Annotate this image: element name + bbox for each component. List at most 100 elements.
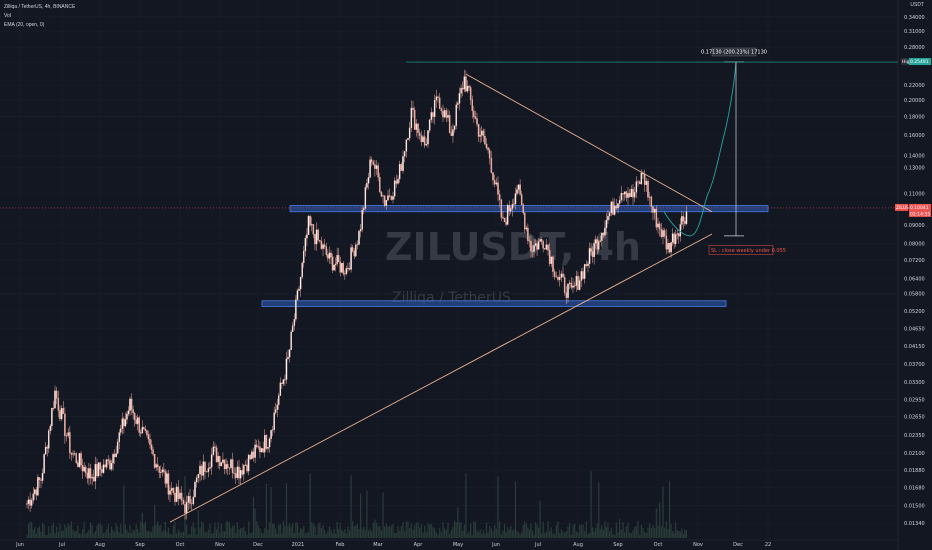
volume-bar [59,523,61,538]
projection-curve [663,61,737,237]
volume-bar [629,532,631,538]
currency-label[interactable]: USDT [910,2,924,8]
volume-bar [678,530,680,538]
volume-bar [43,524,45,538]
volume-bar [432,527,434,538]
candle-body [104,464,106,468]
legend-volume[interactable]: Vol [4,13,11,19]
y-tick-label: 0.03300 [904,380,925,386]
legend-symbol[interactable]: Zilliqa / TetherUS, 4h, BINANCE [4,4,76,10]
volume-bar [550,527,552,538]
candle-body [322,244,324,249]
candle-body [73,453,76,455]
volume-bar [98,523,100,538]
candle-body [102,464,105,473]
volume-bar [149,531,151,538]
volume-bar [499,521,501,538]
candle-body [685,211,688,224]
volume-bar [40,531,42,538]
candle-body [448,115,451,133]
candle-body [362,208,365,211]
candle-body [525,227,528,230]
volume-bar [157,521,159,538]
candle-body [333,264,335,271]
volume-bar [201,521,203,538]
volume-bar [503,523,506,538]
candle-body [251,451,253,460]
candle-body [517,184,520,190]
candle-body [684,220,686,224]
candle-body [607,215,609,221]
candle-body [548,249,551,264]
candle-body [301,262,303,278]
y-tick-label: 0.01340 [904,521,925,527]
volume-bar [96,525,98,538]
candle-body [528,240,531,242]
candle-body [442,110,444,118]
candle-body [650,196,653,207]
volume-bar [129,525,131,538]
candle-body [190,503,193,505]
volume-bar [207,530,209,538]
volume-bar [45,534,47,538]
candle-body [667,243,669,250]
y-tick-label: 0.13000 [904,165,925,171]
volume-bar [474,522,477,538]
volume-bar [466,533,469,538]
volume-bar [265,484,267,538]
candle-body [390,196,393,200]
volume-bar [93,533,95,538]
volume-bar [468,531,470,538]
candle-body [52,407,55,409]
volume-bar [635,526,637,538]
candle-body [567,283,569,298]
candle-body [393,180,396,197]
volume-bar [233,524,235,538]
candle-body [527,227,529,241]
candle-body [412,107,414,111]
volume-bar [384,526,386,538]
volume-bar [655,508,657,538]
price-tag-value-bg [909,203,931,217]
candle-body [195,477,198,483]
candle-body [112,454,114,464]
ascending-trendline [169,233,713,523]
candle-body [225,464,227,470]
candle-body [678,233,680,237]
candle-body [72,453,74,455]
volume-bar [604,521,606,538]
volume-bar [77,525,79,538]
volume-bar [513,529,515,538]
high-tag-value: 0.25491 [910,59,929,65]
y-tick-label: 0.04150 [904,344,925,350]
volume-bar [569,523,571,538]
volume-bar [32,529,34,538]
legend-ema[interactable]: EMA (20, open, 0) [4,22,45,28]
volume-bar [311,522,313,538]
candle-body [433,100,436,117]
candle-body [29,499,31,506]
candle-body [447,115,449,118]
volume-bar [642,527,644,538]
candle-body [189,495,191,504]
candle-body [54,390,56,409]
volume-bar [399,530,401,538]
x-tick-label: Mar [373,542,383,548]
volume-bar [249,533,251,538]
candle-body [539,239,541,242]
candle-body [420,135,423,143]
volume-bar [287,525,289,538]
volume-bar [534,522,537,538]
candle-body [320,240,323,249]
y-tick-label: 0.07200 [904,258,925,264]
candle-body [408,127,411,139]
volume-bar [109,533,111,538]
candle-body [238,466,240,479]
volume-bar [281,533,283,538]
candle-body [291,325,294,333]
candle-body [175,486,178,502]
volume-bar [204,531,206,538]
volume-bar [264,528,266,538]
